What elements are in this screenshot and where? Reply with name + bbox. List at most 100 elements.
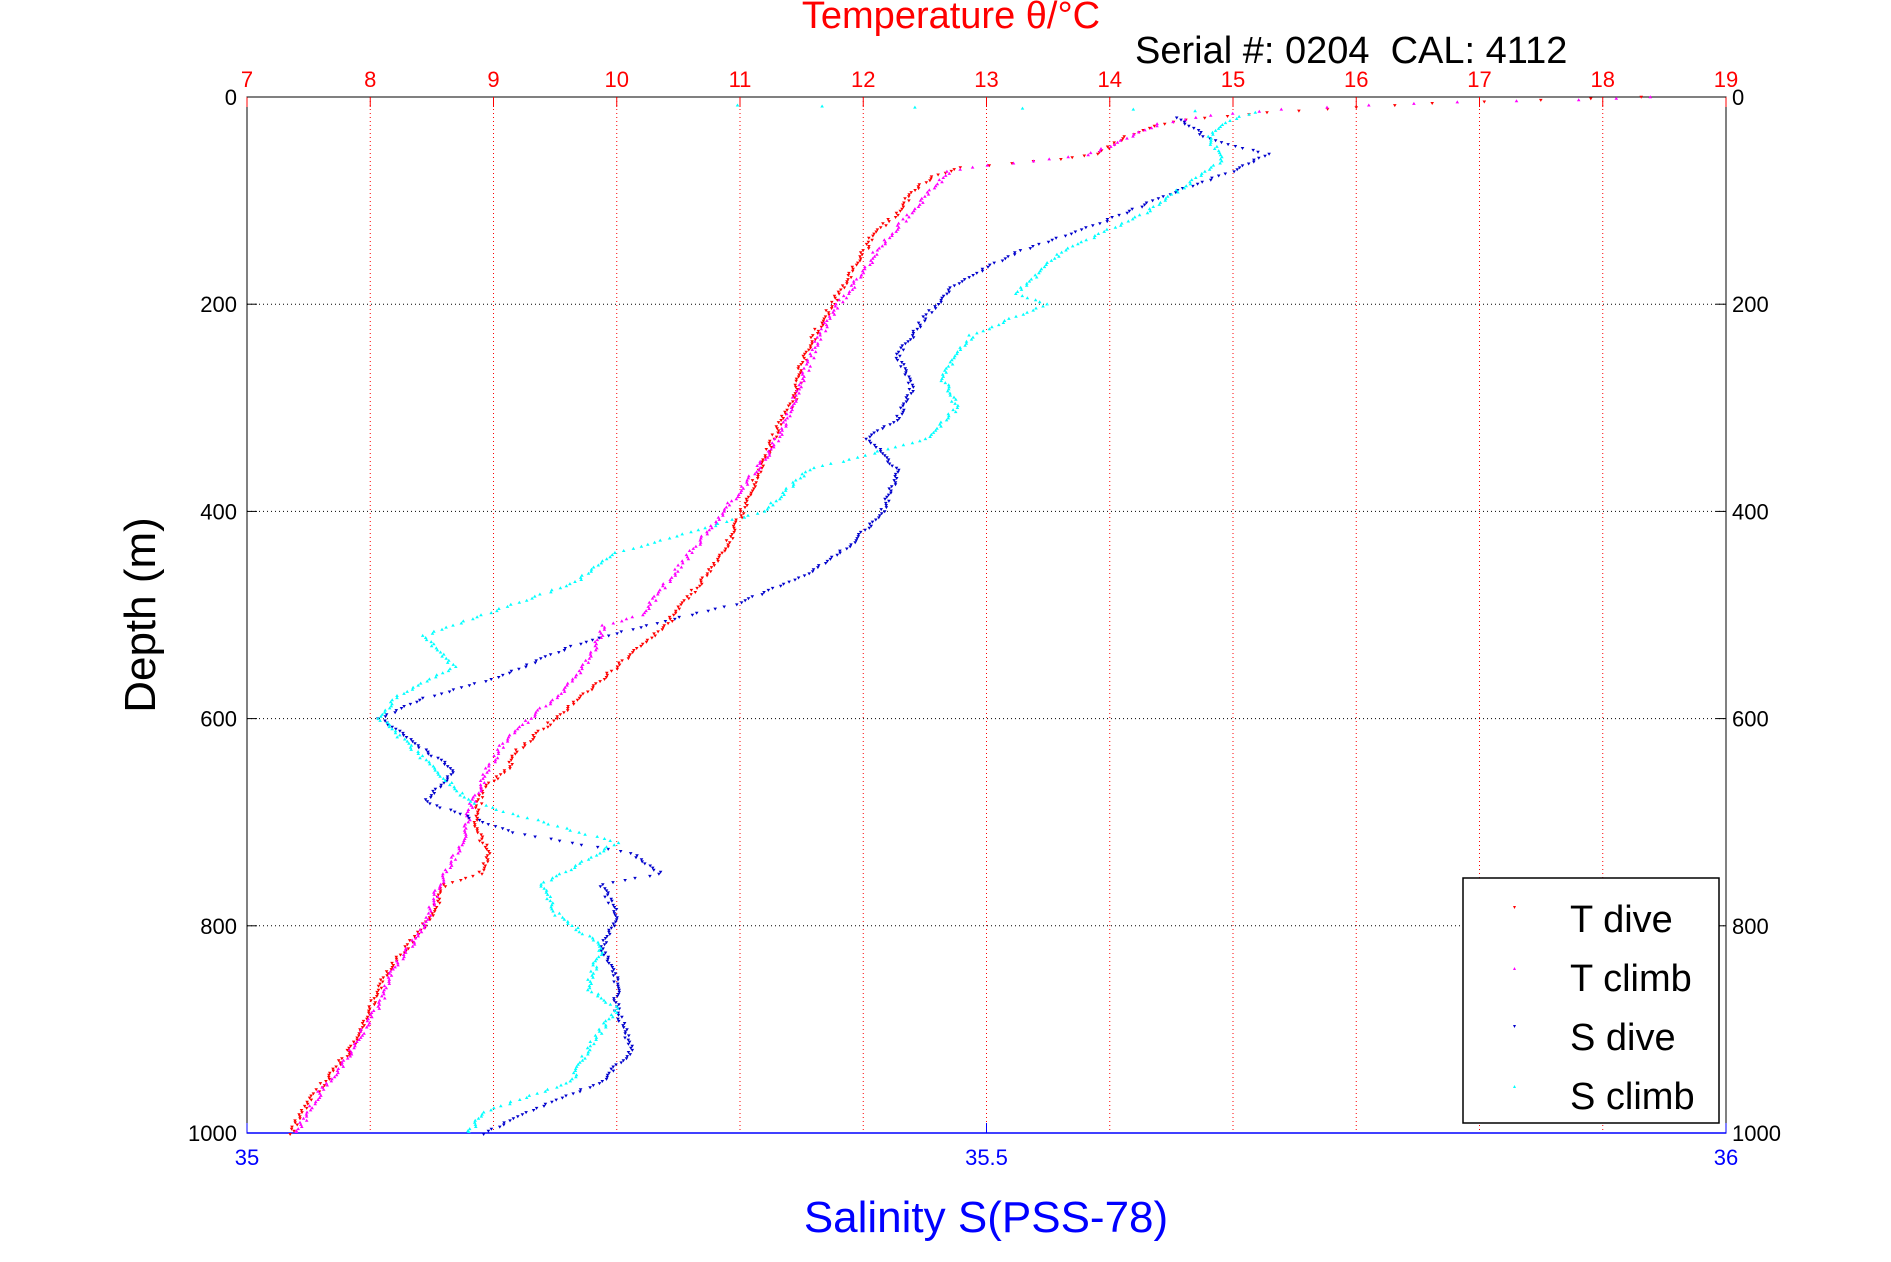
data-point [479,802,484,806]
data-point [774,425,779,429]
data-point [606,957,610,961]
data-point [769,446,774,449]
data-point [668,617,672,621]
data-point [1211,163,1216,167]
data-point [940,377,944,380]
data-point [424,638,429,642]
data-point [625,1028,629,1032]
data-point [925,190,930,194]
data-point [1086,153,1090,157]
data-point [742,515,747,519]
data-point [794,377,799,381]
data-point [907,215,911,219]
data-point [432,629,436,633]
data-point [802,379,806,383]
data-point [1070,156,1074,160]
data-point [476,812,480,816]
data-point [595,845,600,849]
data-point [1194,176,1198,179]
data-point [1121,137,1125,141]
data-point [808,346,813,350]
data-point [482,781,487,784]
legend-label-t-dive: T dive [1570,899,1673,941]
data-point [427,760,431,764]
chart-title: Temperature θ/°C [802,0,1100,37]
data-point [424,915,428,919]
data-point [476,1116,481,1120]
data-point [706,609,710,613]
data-point [1207,167,1212,171]
data-point [543,655,548,659]
data-point [788,414,792,418]
data-point [588,1044,593,1048]
data-point [570,924,574,927]
data-point [717,517,722,521]
data-point [881,222,885,226]
data-point [927,188,932,192]
data-point [1006,255,1010,259]
data-point [387,977,392,981]
data-point [612,910,616,914]
data-point [438,806,442,810]
data-point [605,1073,610,1077]
data-point [838,551,842,555]
data-point [946,364,951,368]
data-point [778,435,782,438]
data-point [918,439,922,443]
data-point [486,858,490,862]
data-point [1230,111,1235,115]
data-point [533,661,538,665]
data-point [902,201,906,205]
data-point [874,230,878,234]
data-point [357,1038,361,1041]
data-point [448,783,452,787]
data-point [588,1086,592,1090]
data-point [941,294,946,298]
data-point [1199,131,1203,134]
data-point [539,657,543,661]
data-point [473,823,477,827]
data-point [705,532,710,536]
data-point [1052,256,1057,260]
data-point [858,259,862,263]
data-point [763,456,768,460]
data-point [449,808,453,812]
data-point [383,715,388,719]
data-point [1206,134,1210,138]
data-point [680,532,684,536]
data-point [535,1091,539,1095]
data-point [738,491,743,494]
data-point [1102,229,1106,233]
data-point [300,1111,304,1115]
data-point [923,317,928,321]
data-point [1152,124,1157,128]
data-point [475,615,479,619]
data-point [1215,144,1219,148]
data-point [745,482,750,486]
data-point [920,196,924,200]
data-point [484,680,488,684]
data-point [483,774,487,778]
data-point [1213,139,1218,143]
data-point [616,976,620,980]
data-point [1136,130,1141,134]
data-point [394,727,398,731]
data-point [1079,240,1083,244]
data-point [660,628,665,632]
data-point [1162,122,1167,126]
data-point [898,406,903,410]
data-point [486,1129,491,1133]
data-point [894,356,899,360]
data-point [904,371,908,375]
data-point [652,868,656,872]
data-point [436,899,440,903]
data-point [294,1130,299,1133]
data-point [1354,106,1359,110]
data-point [808,364,813,368]
data-point [612,843,616,847]
data-point [940,180,944,184]
data-point [860,253,864,257]
data-point [950,358,954,362]
data-point [599,949,604,953]
